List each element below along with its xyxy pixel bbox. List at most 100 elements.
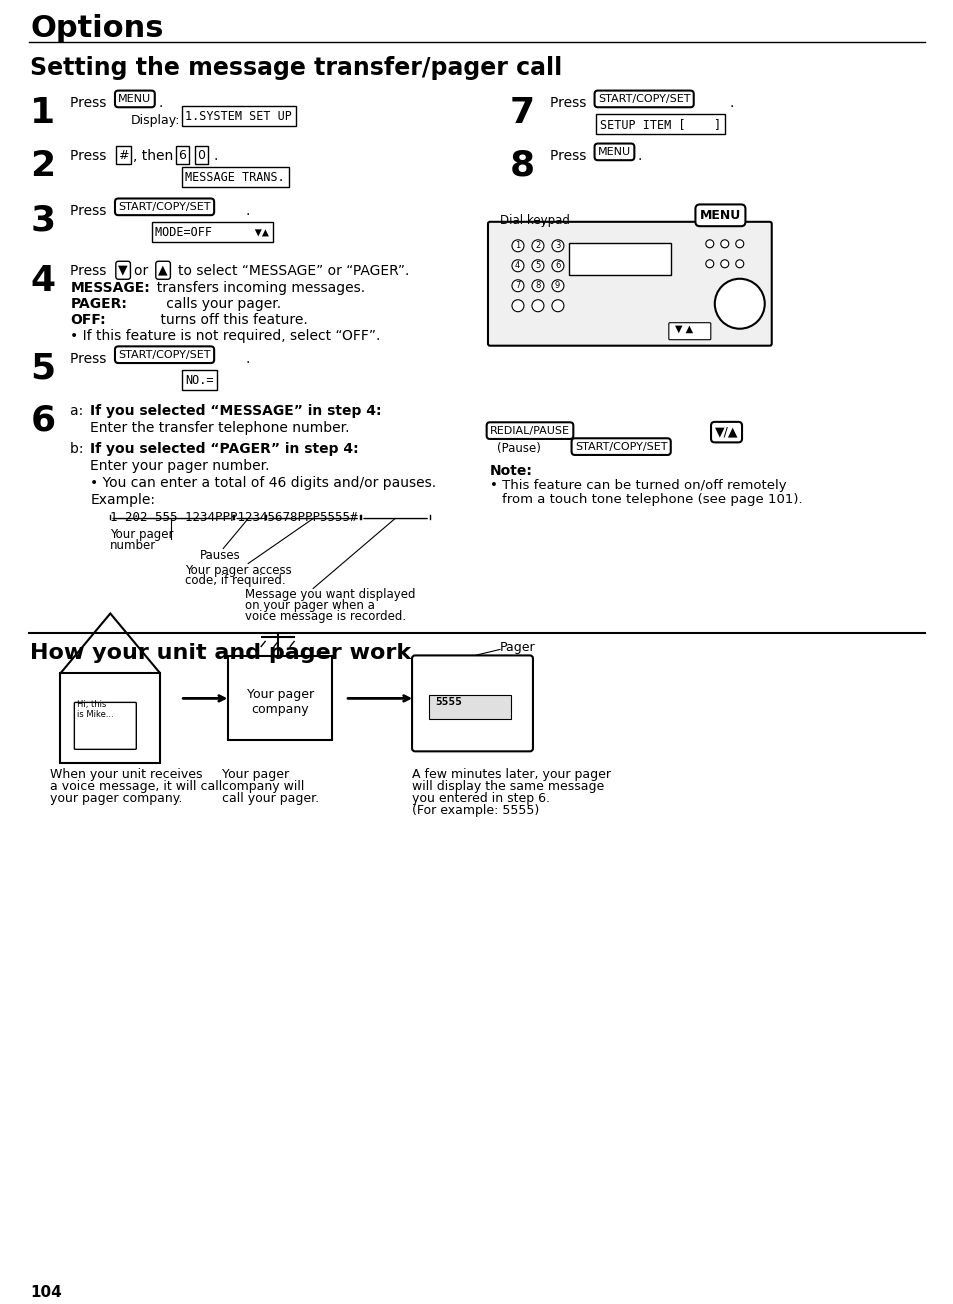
Text: is Mike...: is Mike...	[77, 711, 114, 720]
Circle shape	[552, 259, 563, 271]
Circle shape	[532, 259, 543, 271]
Text: 1: 1	[515, 241, 519, 250]
Text: START/COPY/SET: START/COPY/SET	[598, 94, 690, 104]
Text: turns off this feature.: turns off this feature.	[109, 313, 308, 327]
Circle shape	[552, 280, 563, 292]
Circle shape	[512, 240, 523, 252]
Text: Press: Press	[71, 203, 111, 218]
Text: Enter the transfer telephone number.: Enter the transfer telephone number.	[91, 421, 350, 434]
Text: ▼ ▲: ▼ ▲	[674, 323, 692, 334]
Circle shape	[552, 300, 563, 312]
Text: If you selected “PAGER” in step 4:: If you selected “PAGER” in step 4:	[91, 442, 358, 455]
Text: Display:: Display:	[131, 113, 179, 126]
Text: 4: 4	[30, 263, 55, 297]
Text: If you selected “MESSAGE” in step 4:: If you selected “MESSAGE” in step 4:	[91, 404, 381, 417]
Text: Example:: Example:	[91, 493, 155, 506]
Text: 1: 1	[30, 96, 55, 130]
Circle shape	[552, 240, 563, 252]
Text: Message you want displayed: Message you want displayed	[245, 588, 416, 601]
Text: 3: 3	[555, 241, 559, 250]
Text: 1 202 555 1234PPP12345678PPP5555#: 1 202 555 1234PPP12345678PPP5555#	[111, 511, 357, 523]
FancyBboxPatch shape	[412, 656, 533, 751]
Text: Press: Press	[71, 149, 111, 163]
Text: 4: 4	[515, 261, 519, 270]
Text: Your pager: Your pager	[222, 768, 289, 781]
Text: 5: 5	[535, 261, 539, 270]
Circle shape	[720, 240, 728, 248]
Text: 2: 2	[535, 241, 539, 250]
Circle shape	[532, 300, 543, 312]
Text: Setting the message transfer/pager call: Setting the message transfer/pager call	[30, 56, 562, 80]
Text: .: .	[729, 96, 734, 110]
Text: MESSAGE:: MESSAGE:	[71, 280, 150, 295]
Text: .: .	[245, 352, 250, 365]
FancyBboxPatch shape	[568, 243, 670, 275]
Text: company will: company will	[222, 780, 304, 793]
Text: to select “MESSAGE” or “PAGER”.: to select “MESSAGE” or “PAGER”.	[178, 263, 409, 278]
Text: 3: 3	[30, 203, 55, 237]
Text: • You can enter a total of 46 digits and/or pauses.: • You can enter a total of 46 digits and…	[91, 476, 436, 489]
Text: A few minutes later, your pager: A few minutes later, your pager	[412, 768, 611, 781]
Text: Press: Press	[549, 96, 590, 110]
Text: transfers incoming messages.: transfers incoming messages.	[148, 280, 365, 295]
Text: , then: , then	[133, 149, 178, 163]
Circle shape	[720, 259, 728, 267]
Text: Press: Press	[549, 149, 590, 163]
Text: b:: b:	[71, 442, 92, 455]
FancyBboxPatch shape	[74, 703, 136, 750]
Text: ▼: ▼	[118, 263, 128, 276]
FancyBboxPatch shape	[488, 222, 771, 346]
Text: code, if required.: code, if required.	[185, 575, 286, 588]
Text: MENU: MENU	[700, 209, 740, 222]
Text: Dial keypad: Dial keypad	[499, 214, 569, 227]
Text: Note:: Note:	[490, 464, 533, 477]
Text: from a touch tone telephone (see page 101).: from a touch tone telephone (see page 10…	[501, 493, 801, 506]
Text: 6: 6	[178, 149, 186, 162]
Text: 7: 7	[515, 280, 519, 289]
Text: 7: 7	[510, 96, 535, 130]
Text: START/COPY/SET: START/COPY/SET	[118, 349, 211, 360]
Text: REDIAL/PAUSE: REDIAL/PAUSE	[490, 425, 569, 436]
Text: NO.=: NO.=	[185, 374, 213, 387]
Text: MENU: MENU	[118, 94, 152, 104]
Circle shape	[532, 280, 543, 292]
Text: Your pager access: Your pager access	[185, 563, 292, 576]
Text: 5555: 5555	[435, 698, 461, 707]
Text: START/COPY/SET: START/COPY/SET	[575, 442, 667, 451]
Text: Hi, this: Hi, this	[77, 700, 107, 709]
Circle shape	[512, 300, 523, 312]
Text: a voice message, it will call: a voice message, it will call	[51, 780, 222, 793]
Text: calls your pager.: calls your pager.	[140, 297, 281, 310]
Circle shape	[512, 280, 523, 292]
Text: Your pager: Your pager	[247, 689, 314, 702]
Text: 1.SYSTEM SET UP: 1.SYSTEM SET UP	[185, 110, 292, 123]
Text: Press: Press	[71, 352, 111, 365]
Text: • This feature can be turned on/off remotely: • This feature can be turned on/off remo…	[490, 479, 786, 492]
Text: MESSAGE TRANS.: MESSAGE TRANS.	[185, 171, 285, 184]
Text: MODE=OFF      ▼▲: MODE=OFF ▼▲	[155, 226, 269, 239]
Text: company: company	[251, 703, 309, 716]
Text: (For example: 5555): (For example: 5555)	[412, 805, 538, 818]
Text: voice message is recorded.: voice message is recorded.	[245, 610, 406, 623]
Circle shape	[714, 279, 764, 329]
Text: Options: Options	[30, 14, 164, 43]
Text: .: .	[213, 149, 217, 163]
FancyBboxPatch shape	[668, 322, 710, 340]
Circle shape	[735, 240, 743, 248]
Text: ▼/▲: ▼/▲	[714, 425, 738, 438]
Text: • If this feature is not required, select “OFF”.: • If this feature is not required, selec…	[71, 329, 380, 343]
Text: When your unit receives: When your unit receives	[51, 768, 203, 781]
Text: number: number	[111, 539, 156, 552]
Text: 0: 0	[197, 149, 205, 162]
FancyBboxPatch shape	[228, 656, 332, 741]
Text: Press: Press	[71, 263, 111, 278]
Text: 9: 9	[555, 280, 559, 289]
Text: .: .	[158, 96, 162, 110]
Text: START/COPY/SET: START/COPY/SET	[118, 202, 211, 211]
Text: or: or	[134, 263, 152, 278]
Circle shape	[705, 259, 713, 267]
Text: Enter your pager number.: Enter your pager number.	[91, 459, 270, 472]
Text: 6: 6	[30, 404, 55, 438]
Circle shape	[735, 259, 743, 267]
Text: you entered in step 6.: you entered in step 6.	[412, 793, 550, 806]
